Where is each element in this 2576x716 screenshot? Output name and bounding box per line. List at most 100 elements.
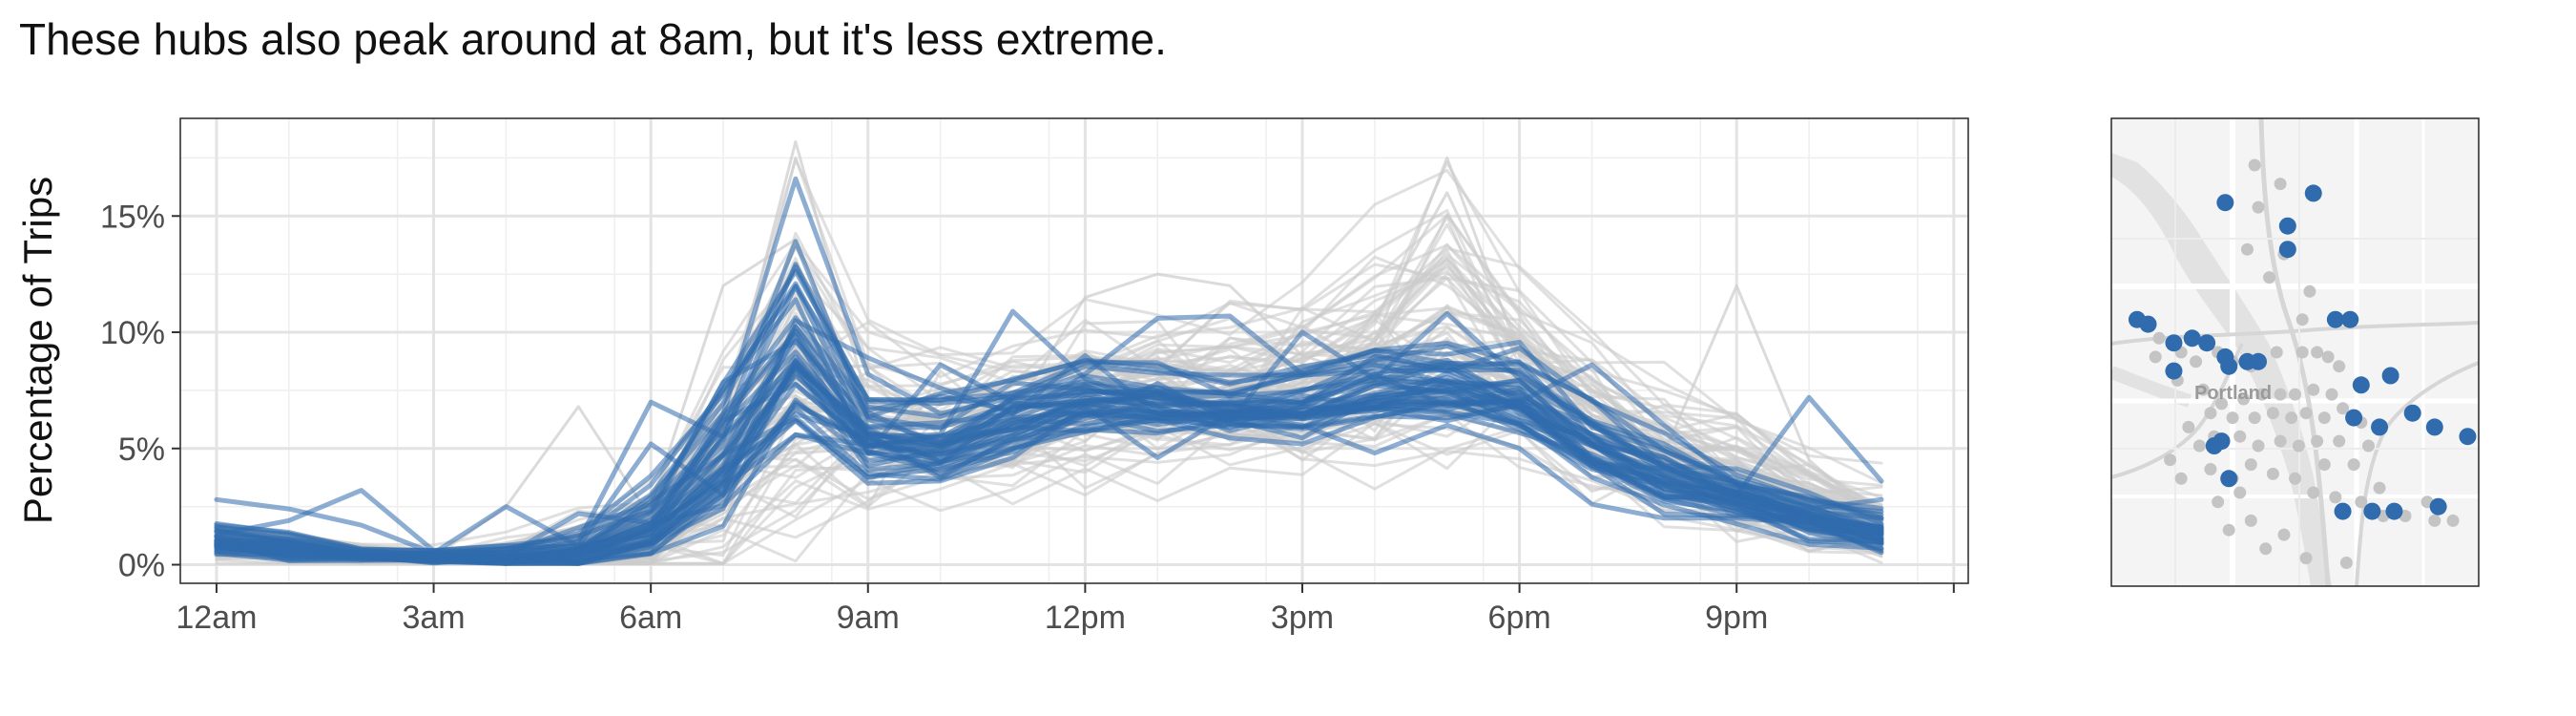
map-background xyxy=(2111,118,2479,586)
map-gray-point xyxy=(2192,439,2206,453)
map-gray-point xyxy=(2270,346,2283,359)
highlight-series-group xyxy=(214,176,1884,566)
map-gray-point xyxy=(2347,458,2360,472)
map-gray-point xyxy=(2292,439,2305,453)
map-gray-point xyxy=(2274,434,2287,448)
map-gray-point xyxy=(2362,439,2375,453)
map-highlight-point xyxy=(2341,310,2359,328)
map-gray-point xyxy=(2317,411,2331,425)
map-gray-point xyxy=(2266,467,2279,480)
map-gray-point xyxy=(2233,430,2247,443)
map-highlight-point xyxy=(2425,418,2443,436)
map-highlight-point xyxy=(2459,428,2477,446)
y-tick-label: 15% xyxy=(100,199,165,235)
plot-border xyxy=(179,117,1969,584)
map-highlight-point xyxy=(2250,352,2267,370)
map-gray-point xyxy=(2222,523,2235,537)
highlight-series-line xyxy=(214,262,1884,558)
map-highlight-point xyxy=(2304,184,2322,202)
map-gray-point xyxy=(2277,528,2291,541)
map-gray-point xyxy=(2152,331,2166,345)
y-axis: 0% 5% 10% 15% xyxy=(100,199,180,584)
map-highlight-point xyxy=(2278,217,2296,235)
map-highlight-point xyxy=(2403,404,2421,422)
map-gray-point xyxy=(2446,514,2460,527)
map-gray-point xyxy=(2317,458,2331,472)
map-border xyxy=(2110,117,2480,587)
highlight-series-line xyxy=(214,404,1884,560)
x-tick-label: 6pm xyxy=(1488,600,1551,636)
map-highlight-point xyxy=(2352,376,2370,394)
y-tick-label: 10% xyxy=(100,315,165,351)
map-gray-point xyxy=(2333,434,2346,448)
map-gray-point xyxy=(2355,495,2368,509)
map-gray-point xyxy=(2299,407,2313,420)
map-gray-point xyxy=(2240,242,2254,256)
map-river xyxy=(2111,153,2332,586)
map-highlight-points xyxy=(2128,184,2477,520)
map-gray-point xyxy=(2248,158,2261,172)
map-highlight-point xyxy=(2385,502,2403,520)
map-gray-point xyxy=(2325,388,2338,401)
map-gray-point xyxy=(2274,178,2287,191)
map-gray-point xyxy=(2373,481,2386,495)
chart-title: These hubs also peak around at 8am, but … xyxy=(19,14,1167,64)
y-axis-title: Percentage of Trips xyxy=(15,177,60,524)
map-gray-point xyxy=(2244,458,2257,472)
map-gray-point xyxy=(2333,360,2346,373)
map-gray-point xyxy=(2196,383,2210,396)
map-city-label: Portland xyxy=(2194,383,2272,404)
map-gray-point xyxy=(2164,453,2177,467)
map-highway xyxy=(2258,118,2331,586)
plot-panel xyxy=(179,117,1969,584)
map-gray-point xyxy=(2252,200,2265,214)
map-gray-point xyxy=(2311,346,2324,359)
map-gray-point xyxy=(2289,472,2301,485)
map-gray-point xyxy=(2233,486,2247,499)
map-highlight-point xyxy=(2165,334,2183,352)
map-highlight-point xyxy=(2371,418,2389,436)
map-highlight-point xyxy=(2363,502,2381,520)
map-highlight-point xyxy=(2326,310,2344,328)
x-tick-label: 3am xyxy=(402,600,465,636)
x-tick-label: 3pm xyxy=(1271,600,1334,636)
x-tick-label: 6am xyxy=(619,600,682,636)
background-series-line xyxy=(215,158,1883,547)
map-highlight-point xyxy=(2334,502,2352,520)
map-gray-point xyxy=(2174,472,2188,485)
map-gray-point xyxy=(2252,439,2265,453)
map-gray-point xyxy=(2329,491,2342,504)
map-gray-point xyxy=(2337,402,2350,415)
x-axis: 12am 3am 6am 9am 12pm 3pm 6pm 9pm xyxy=(176,583,1955,636)
map-gray-point xyxy=(2259,542,2273,556)
map-gray-point xyxy=(2263,271,2276,284)
map-gray-point xyxy=(2182,420,2195,433)
x-tick-label: 9pm xyxy=(1705,600,1768,636)
map-highlight-point xyxy=(2381,367,2399,385)
map-highlight-point xyxy=(2212,432,2231,451)
map-gray-point xyxy=(2307,486,2320,499)
map-gray-point xyxy=(2226,411,2239,425)
map-gray-point xyxy=(2311,434,2324,448)
map-gray-point xyxy=(2237,392,2251,406)
map-gray-point xyxy=(2255,388,2269,401)
map-gray-point xyxy=(2274,388,2287,401)
background-series-line xyxy=(215,244,1883,557)
map-river-branch xyxy=(2111,366,2192,408)
map-highlight-point xyxy=(2198,334,2216,352)
y-tick-label: 5% xyxy=(118,432,165,468)
map-gray-point xyxy=(2149,350,2162,364)
map-gray-point xyxy=(2428,514,2441,527)
map-gray-point xyxy=(2215,397,2228,411)
map-highlight-point xyxy=(2183,329,2201,347)
map-gray-point xyxy=(2244,514,2257,527)
map-gray-point xyxy=(2339,557,2353,569)
highlight-series-line xyxy=(214,318,1884,556)
map-gray-point xyxy=(2190,355,2203,369)
map-highlight-point xyxy=(2165,362,2183,380)
map-gray-point xyxy=(2285,411,2298,425)
map-highlight-point xyxy=(2220,357,2238,375)
map-highlight-point xyxy=(2139,315,2157,333)
map-gray-point xyxy=(2299,552,2313,565)
